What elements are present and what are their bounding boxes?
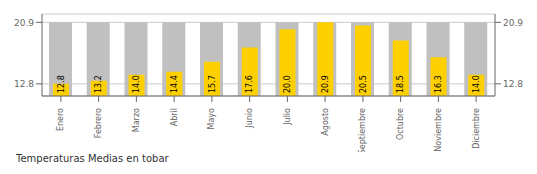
svg-text:Julio: Julio xyxy=(283,108,292,126)
svg-text:14.4: 14.4 xyxy=(170,75,179,93)
svg-text:Junio: Junio xyxy=(245,108,254,129)
svg-text:Noviembre: Noviembre xyxy=(434,108,443,152)
svg-text:17.6: 17.6 xyxy=(245,75,254,93)
svg-text:Marzo: Marzo xyxy=(132,108,141,132)
svg-text:16.3: 16.3 xyxy=(434,75,443,93)
svg-text:Febrero: Febrero xyxy=(94,108,103,138)
svg-text:20.9: 20.9 xyxy=(14,18,34,28)
svg-text:14.0: 14.0 xyxy=(132,75,141,93)
svg-text:15.7: 15.7 xyxy=(208,75,217,93)
svg-text:13.2: 13.2 xyxy=(94,75,103,93)
svg-text:Diciembre: Diciembre xyxy=(472,108,481,149)
svg-text:20.9: 20.9 xyxy=(321,75,330,93)
svg-text:Agosto: Agosto xyxy=(321,108,330,136)
svg-text:Octubre: Octubre xyxy=(396,108,405,140)
svg-text:14.0: 14.0 xyxy=(472,75,481,93)
svg-text:12.8: 12.8 xyxy=(503,79,523,89)
svg-text:12.8: 12.8 xyxy=(14,79,34,89)
svg-text:20.0: 20.0 xyxy=(283,75,292,93)
svg-text:Abril: Abril xyxy=(170,108,179,126)
svg-text:Enero: Enero xyxy=(56,108,65,131)
svg-text:12.8: 12.8 xyxy=(57,75,66,93)
html-text:Temperaturas Medias en tobar: Temperaturas Medias en tobar xyxy=(16,153,169,164)
svg-text:20.5: 20.5 xyxy=(359,75,368,93)
svg-text:18.5: 18.5 xyxy=(396,75,405,93)
svg-text:Septiembre: Septiembre xyxy=(358,108,367,152)
svg-text:20.9: 20.9 xyxy=(503,18,523,28)
svg-text:Mayo: Mayo xyxy=(207,108,216,130)
